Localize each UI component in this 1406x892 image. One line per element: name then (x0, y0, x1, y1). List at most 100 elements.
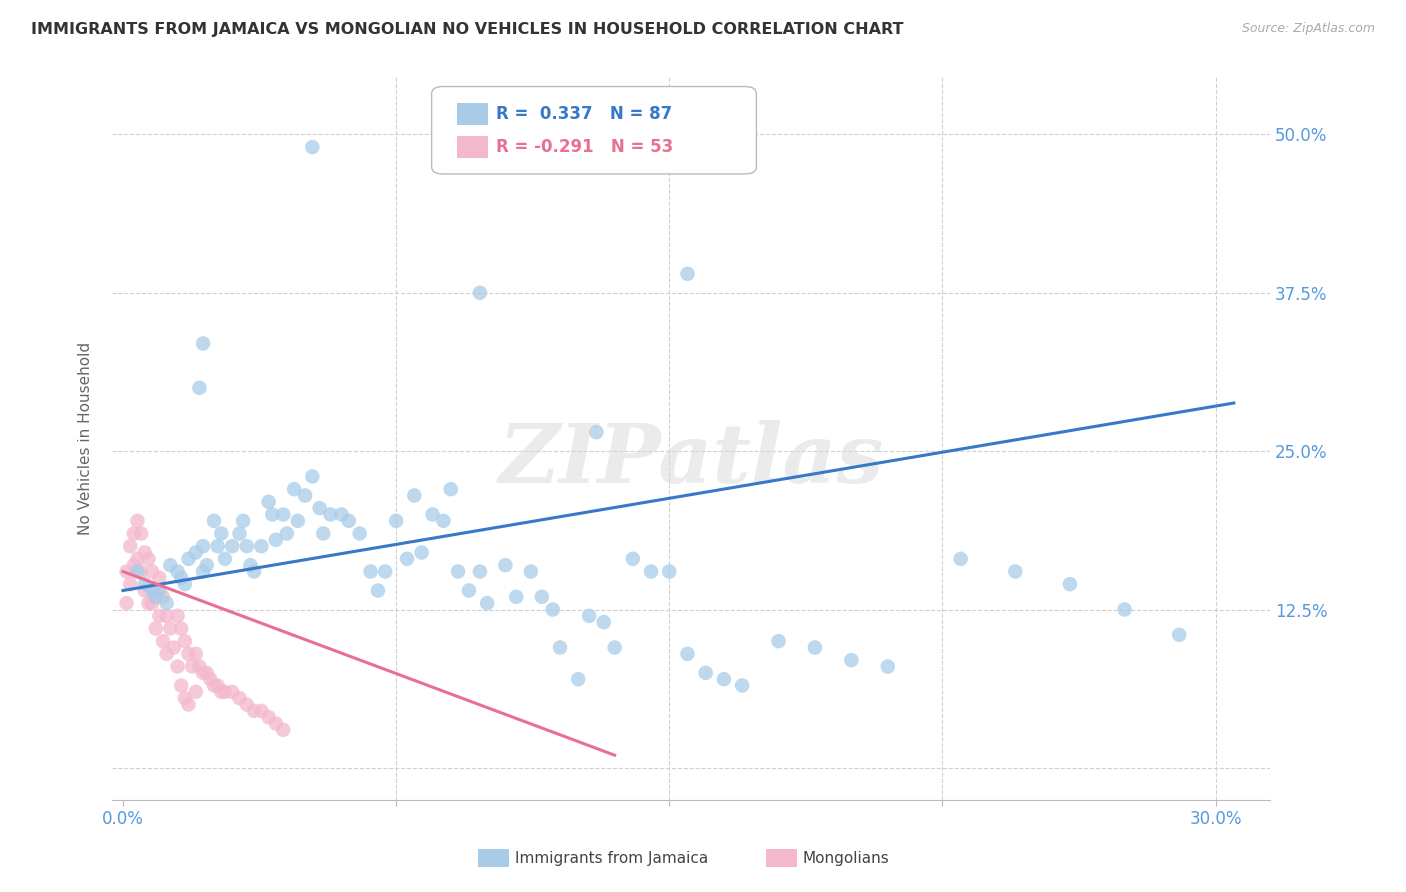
Point (440, 482, 463, 496)
Point (127, 551, 149, 566)
Point (188, 659, 211, 673)
Point (159, 622, 181, 636)
Point (184, 647, 207, 661)
Point (163, 640, 186, 655)
Point (195, 665, 218, 680)
Point (156, 596, 179, 610)
Point (257, 495, 280, 509)
Point (475, 596, 498, 610)
Point (184, 545, 207, 559)
Point (170, 571, 193, 585)
Point (188, 381, 211, 395)
Point (287, 514, 309, 528)
Text: IMMIGRANTS FROM JAMAICA VS MONGOLIAN NO VEHICLES IN HOUSEHOLD CORRELATION CHART: IMMIGRANTS FROM JAMAICA VS MONGOLIAN NO … (31, 22, 904, 37)
Point (308, 501, 330, 516)
Point (468, 285, 491, 300)
Point (541, 602, 564, 616)
Point (640, 565, 662, 579)
Point (250, 704, 273, 718)
Point (221, 539, 243, 553)
Point (141, 565, 163, 579)
Point (127, 565, 149, 579)
Point (548, 640, 571, 655)
Point (264, 533, 287, 547)
Point (257, 710, 280, 724)
Point (166, 608, 188, 623)
Point (250, 539, 273, 553)
Point (202, 679, 225, 693)
Point (411, 545, 433, 559)
Point (271, 723, 294, 737)
Point (283, 482, 305, 496)
Text: R =  0.337   N = 87: R = 0.337 N = 87 (496, 104, 672, 123)
Point (312, 526, 335, 541)
Point (319, 508, 342, 522)
Point (200, 672, 222, 686)
Point (603, 640, 626, 655)
Text: ZIPatlas: ZIPatlas (498, 420, 884, 500)
Point (120, 577, 142, 591)
Point (191, 565, 214, 579)
Point (520, 565, 543, 579)
Point (122, 526, 145, 541)
Point (173, 577, 195, 591)
Point (804, 640, 827, 655)
Point (177, 551, 200, 566)
Point (330, 508, 353, 522)
Point (264, 716, 287, 731)
Point (367, 583, 389, 598)
Point (385, 514, 408, 528)
Point (243, 704, 266, 718)
Point (768, 634, 790, 648)
Point (129, 526, 152, 541)
Point (191, 539, 214, 553)
Point (239, 558, 262, 573)
Point (530, 590, 553, 604)
Point (1004, 565, 1026, 579)
Point (1059, 577, 1081, 591)
Point (236, 539, 259, 553)
Point (360, 565, 382, 579)
Point (447, 565, 470, 579)
Point (404, 488, 426, 502)
Text: R = -0.291   N = 53: R = -0.291 N = 53 (496, 137, 673, 156)
Point (585, 425, 607, 439)
Point (432, 514, 454, 528)
Point (122, 558, 145, 573)
Point (731, 679, 754, 693)
Point (134, 545, 156, 559)
Point (138, 596, 160, 610)
Point (1168, 628, 1191, 642)
Point (191, 665, 214, 680)
Point (676, 267, 699, 281)
Point (676, 647, 699, 661)
Point (422, 508, 444, 522)
Point (658, 565, 681, 579)
Point (170, 679, 193, 693)
Point (202, 514, 225, 528)
Point (166, 565, 188, 579)
Text: Mongolians: Mongolians (803, 851, 890, 865)
Text: Source: ZipAtlas.com: Source: ZipAtlas.com (1241, 22, 1375, 36)
Point (214, 685, 236, 699)
Point (177, 647, 200, 661)
Point (301, 469, 323, 483)
Point (276, 526, 298, 541)
Point (148, 608, 170, 623)
Point (621, 551, 644, 566)
Point (173, 691, 195, 706)
Point (134, 577, 156, 591)
Point (209, 685, 232, 699)
Point (1114, 602, 1136, 616)
Point (841, 653, 863, 667)
Point (468, 565, 491, 579)
Point (181, 659, 204, 673)
Point (262, 508, 284, 522)
Point (115, 596, 138, 610)
Point (228, 526, 250, 541)
Point (349, 526, 371, 541)
Point (138, 551, 160, 566)
Point (173, 634, 195, 648)
Point (129, 565, 152, 579)
Point (195, 558, 218, 573)
